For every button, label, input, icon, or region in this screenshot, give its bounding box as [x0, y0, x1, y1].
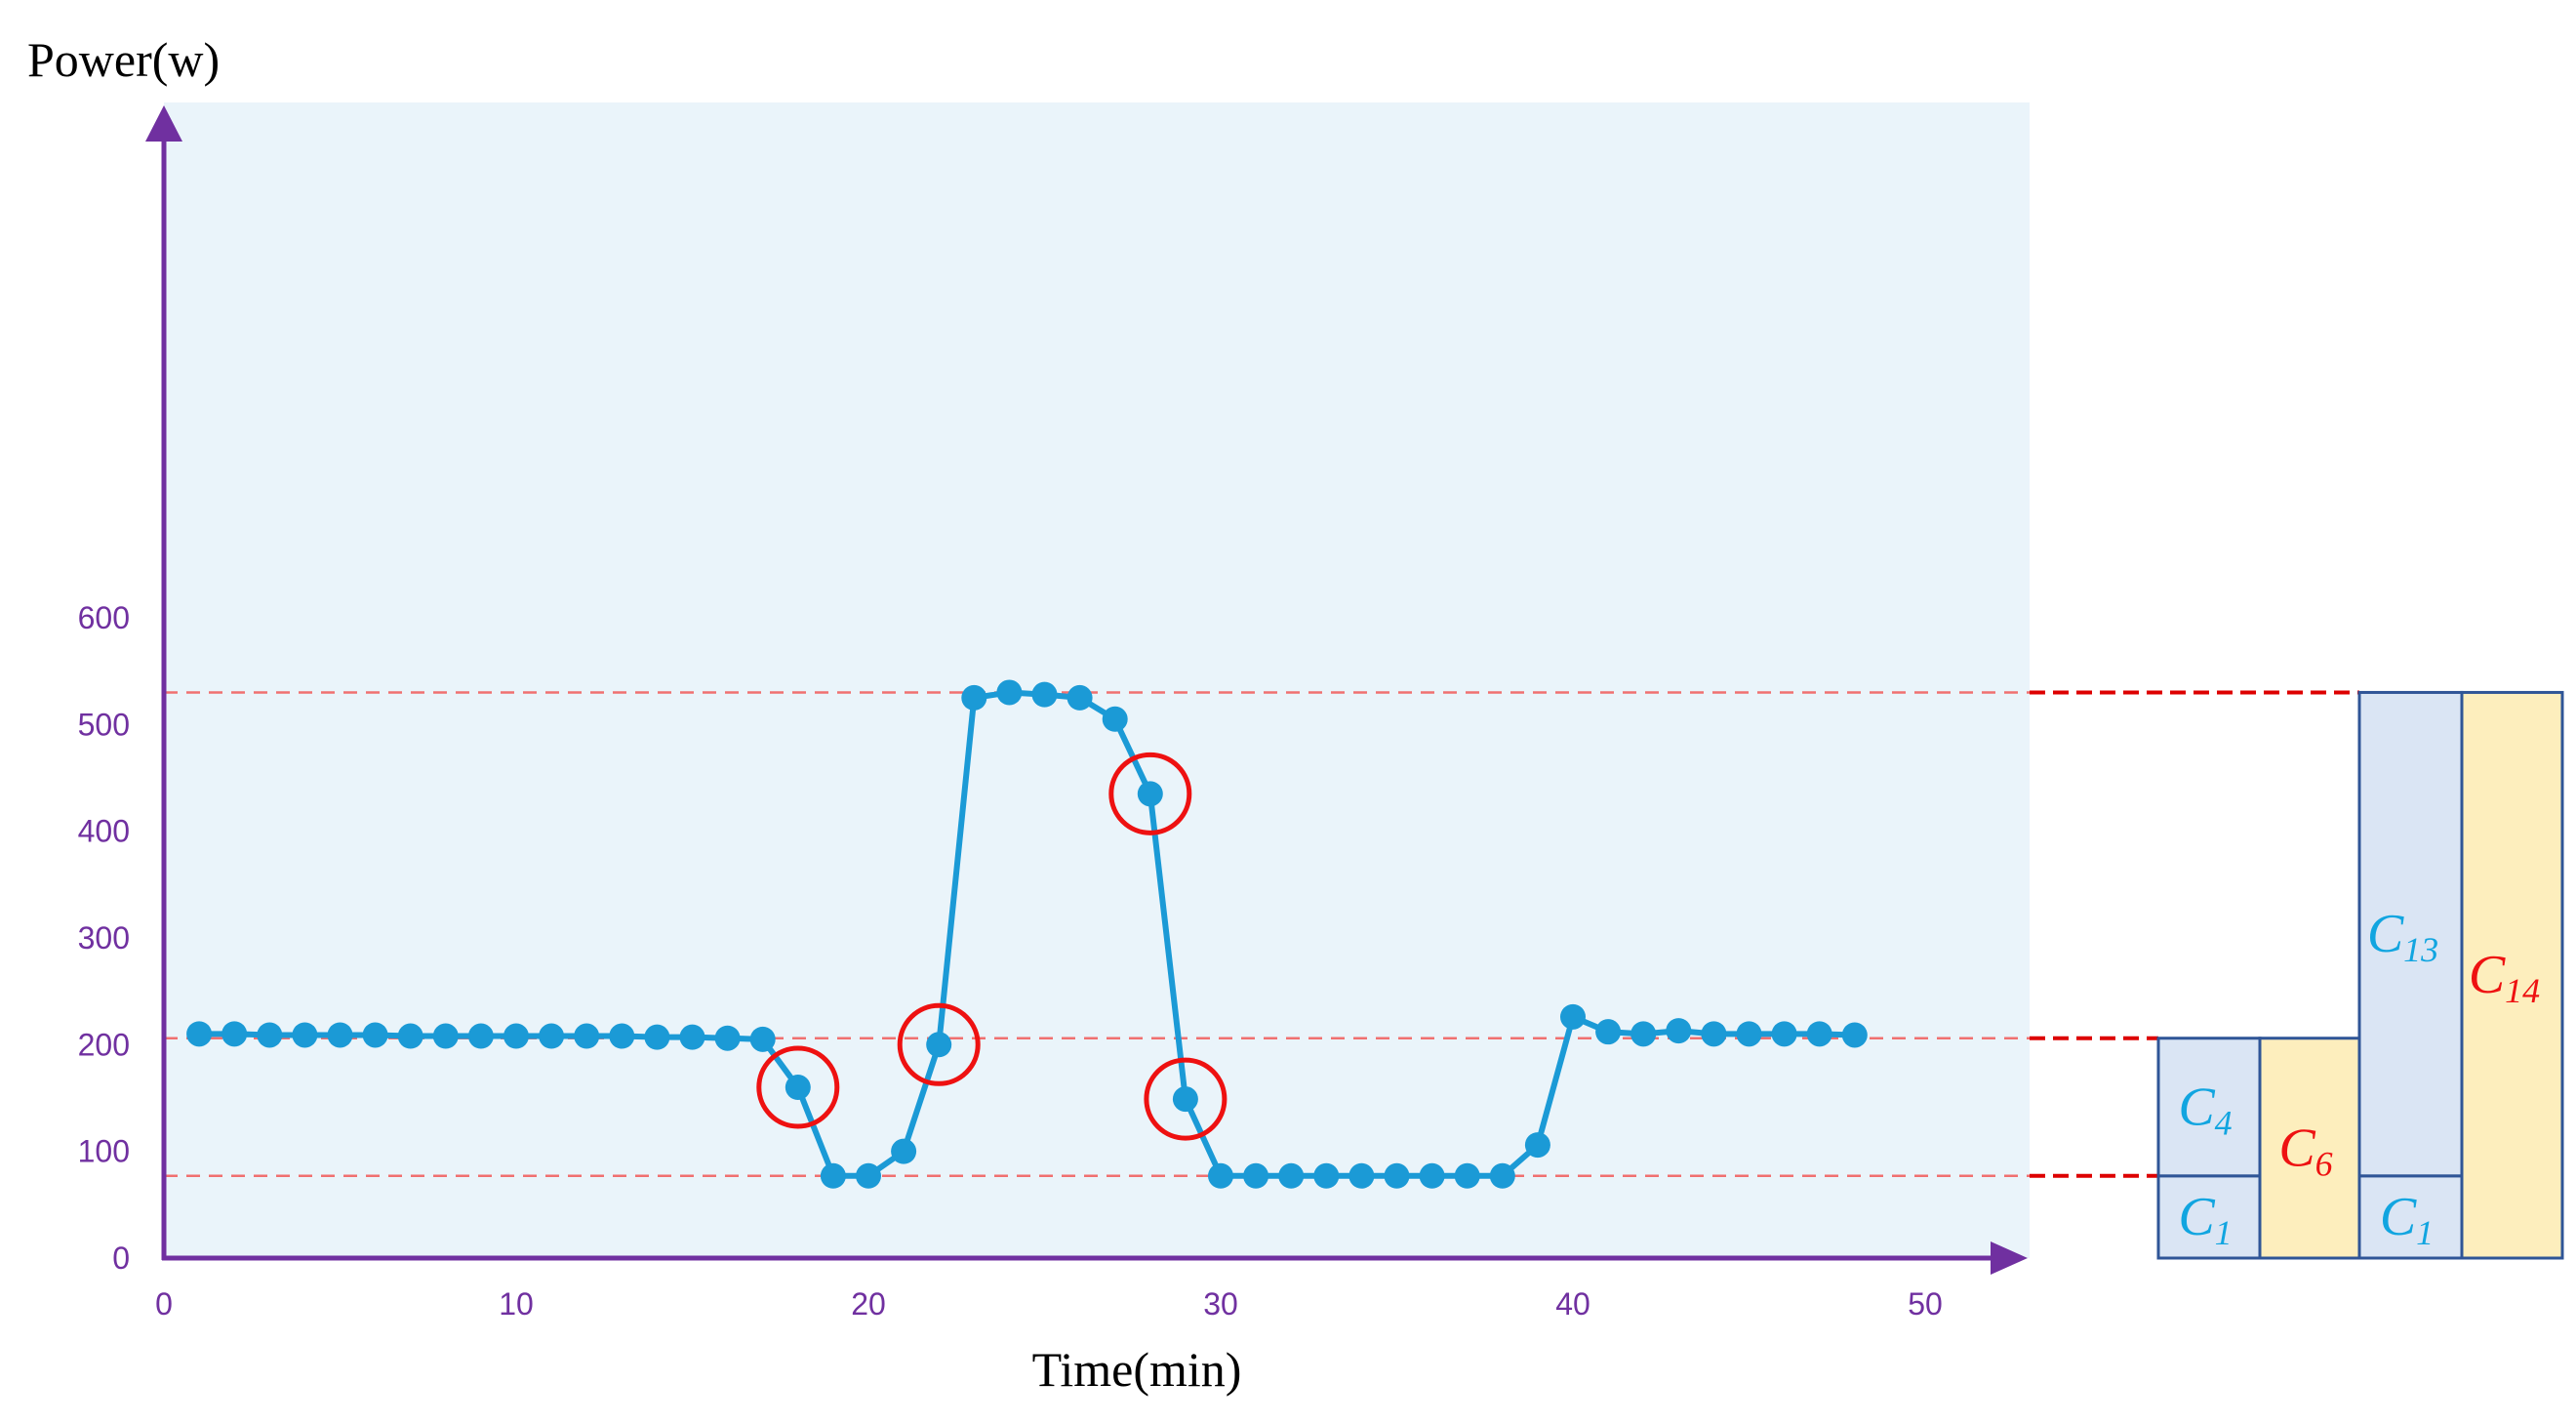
tick-labels: 0 100 200 300 400 500 600 0 10 20 30 40 50 — [78, 600, 1943, 1322]
data-point — [327, 1022, 353, 1048]
x-axis-arrow — [1991, 1241, 2028, 1275]
data-point — [1736, 1021, 1762, 1047]
data-point — [1419, 1162, 1445, 1189]
data-point — [1560, 1003, 1586, 1030]
axes — [145, 105, 2028, 1275]
data-point — [961, 684, 987, 711]
data-point — [1806, 1021, 1832, 1047]
y-tick-label: 100 — [78, 1134, 130, 1169]
data-point — [1771, 1021, 1797, 1047]
data-point — [1841, 1022, 1868, 1048]
y-tick-label: 500 — [78, 707, 130, 742]
box-label: C13 — [2367, 904, 2438, 969]
data-point — [292, 1022, 318, 1048]
composition-box — [2357, 690, 2464, 1178]
x-tick-label: 50 — [1908, 1286, 1943, 1322]
data-point — [467, 1023, 494, 1049]
y-tick-label: 400 — [78, 814, 130, 849]
x-tick-label: 20 — [851, 1286, 886, 1322]
data-point — [1208, 1162, 1233, 1189]
data-point — [1313, 1162, 1340, 1189]
x-tick-label: 10 — [499, 1286, 534, 1322]
data-point — [891, 1138, 917, 1164]
data-point — [714, 1025, 741, 1051]
plot-background — [164, 102, 2030, 1258]
data-point — [539, 1023, 565, 1049]
data-point — [820, 1162, 846, 1189]
data-point — [1630, 1021, 1657, 1047]
data-point — [1278, 1162, 1305, 1189]
data-point — [1348, 1162, 1375, 1189]
composition-box — [2156, 1037, 2262, 1178]
data-point — [926, 1032, 952, 1058]
x-tick-label: 30 — [1203, 1286, 1238, 1322]
data-point — [362, 1022, 388, 1048]
data-point — [1031, 681, 1058, 708]
data-point — [397, 1023, 423, 1049]
data-point — [1243, 1162, 1269, 1189]
highlight-circle — [897, 1002, 981, 1086]
data-point — [432, 1023, 459, 1049]
y-axis-arrow — [145, 105, 182, 142]
highlight-circle — [756, 1045, 840, 1129]
data-point — [644, 1024, 670, 1050]
data-point — [1102, 706, 1128, 732]
composition-box — [2460, 690, 2564, 1260]
data-point — [1384, 1162, 1410, 1189]
data-point — [679, 1024, 705, 1050]
x-axis-label: Time(min) — [1032, 1342, 1242, 1397]
x-tick-label: 40 — [1555, 1286, 1590, 1322]
data-point — [503, 1023, 529, 1049]
data-point — [856, 1162, 881, 1189]
data-point — [1137, 781, 1163, 807]
y-tick-label: 200 — [78, 1027, 130, 1062]
box-label: C1 — [2178, 1187, 2232, 1252]
box-label: C1 — [2380, 1187, 2434, 1252]
data-point — [186, 1021, 213, 1047]
y-axis-label: Power(w) — [27, 32, 220, 87]
data-point — [1701, 1021, 1727, 1047]
data-point — [1524, 1132, 1550, 1159]
data-point — [996, 679, 1023, 706]
data-point — [749, 1026, 776, 1052]
highlight-circles — [756, 752, 1228, 1141]
composition-boxes: C1 C4 C6 C1 C13 C14 — [2156, 690, 2564, 1260]
composition-box — [2156, 1174, 2262, 1260]
data-point — [221, 1021, 248, 1047]
data-point — [1454, 1162, 1480, 1189]
y-tick-label: 600 — [78, 600, 130, 635]
box-label: C6 — [2278, 1118, 2332, 1183]
box-label: C4 — [2178, 1077, 2232, 1142]
highlight-circle — [1144, 1057, 1228, 1141]
data-point — [1067, 684, 1093, 711]
highlight-circle — [1108, 752, 1192, 835]
data-point — [1489, 1162, 1515, 1189]
x-tick-label: 0 — [155, 1286, 173, 1322]
power-series — [186, 679, 1868, 1189]
box-label: C14 — [2469, 945, 2540, 1010]
data-point — [1666, 1018, 1692, 1044]
data-point — [1172, 1086, 1198, 1113]
y-tick-label: 300 — [78, 920, 130, 956]
data-point — [1595, 1019, 1622, 1045]
data-point — [257, 1022, 283, 1048]
data-point — [785, 1075, 811, 1101]
y-tick-label: 0 — [112, 1241, 130, 1276]
data-point — [609, 1023, 635, 1049]
data-point — [574, 1023, 600, 1049]
composition-box — [2357, 1174, 2464, 1260]
